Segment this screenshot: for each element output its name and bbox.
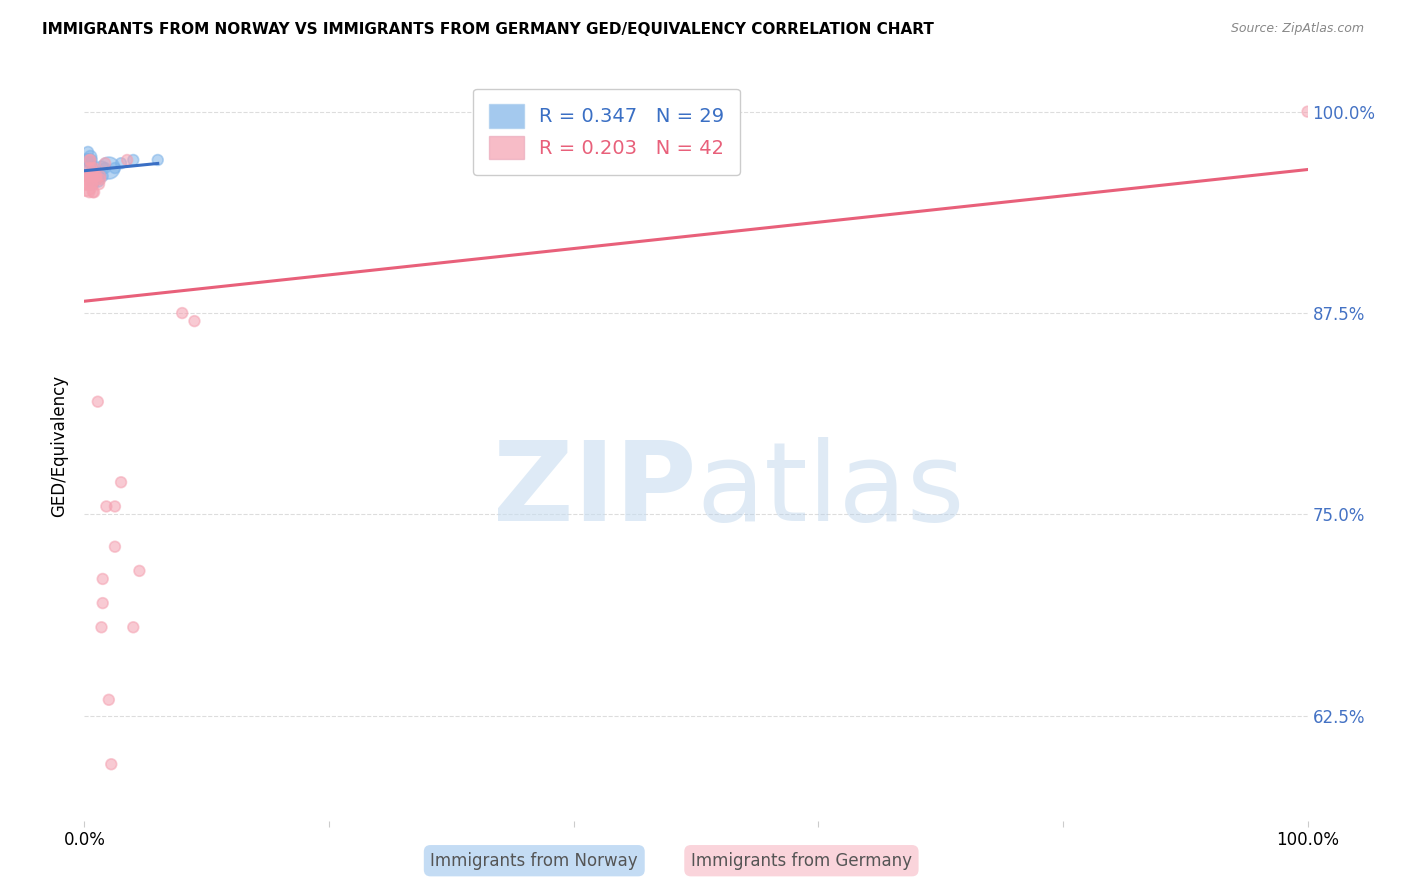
Point [104,161,127,175]
Point [91,596,114,610]
Point [94,156,117,170]
Point [80,153,103,167]
Point [80,164,103,178]
Point [76,153,98,167]
Y-axis label: GED/Equivalency: GED/Equivalency [51,375,69,517]
Point [80,169,103,183]
Point [91,169,114,183]
Point [77,177,100,191]
Point [172,306,194,320]
Point [115,153,138,167]
Point [100,757,122,772]
Point [110,156,132,170]
Point [75,177,97,191]
Point [83,161,105,175]
Point [96,500,118,514]
Point [97,161,120,175]
Point [76,169,98,183]
Point [82,185,104,199]
Point [80,161,103,175]
Point [87,177,110,191]
Point [79,169,101,183]
Point [122,620,145,634]
Point [86,172,108,186]
Text: Immigrants from Germany: Immigrants from Germany [690,852,912,870]
Point [82,169,104,183]
Point [104,540,127,554]
Point [80,177,103,191]
Point [84,169,107,183]
Point [86,169,108,183]
Point [79,153,101,167]
Text: IMMIGRANTS FROM NORWAY VS IMMIGRANTS FROM GERMANY GED/EQUIVALENCY CORRELATION CH: IMMIGRANTS FROM NORWAY VS IMMIGRANTS FRO… [42,22,934,37]
Point [77,169,100,183]
Point [87,169,110,183]
Point [80,169,103,183]
Point [77,161,100,175]
Point [90,620,112,634]
Text: Source: ZipAtlas.com: Source: ZipAtlas.com [1230,22,1364,36]
Point [89,172,111,186]
Point [79,161,101,175]
Point [77,153,100,167]
Point [75,169,97,183]
Point [77,145,100,159]
Point [77,169,100,183]
Point [1296,104,1319,119]
Text: Immigrants from Norway: Immigrants from Norway [430,852,638,870]
Point [77,185,100,199]
Text: ZIP: ZIP [492,437,696,544]
Point [146,153,169,167]
Point [91,572,114,586]
Point [79,177,101,191]
Legend: R = 0.347   N = 29, R = 0.203   N = 42: R = 0.347 N = 29, R = 0.203 N = 42 [474,88,740,175]
Point [86,169,108,183]
Point [84,169,107,183]
Point [83,164,105,178]
Point [77,153,100,167]
Point [89,169,111,183]
Point [77,153,100,167]
Point [87,174,110,188]
Point [79,156,101,170]
Text: atlas: atlas [696,437,965,544]
Point [87,394,110,409]
Point [104,500,127,514]
Point [79,150,101,164]
Point [128,564,150,578]
Point [94,161,117,175]
Point [97,693,120,707]
Point [76,177,98,191]
Point [89,169,111,183]
Point [110,475,132,490]
Point [83,185,105,199]
Point [90,161,112,175]
Point [82,177,104,191]
Point [82,169,104,183]
Point [183,314,205,328]
Point [122,153,145,167]
Point [86,172,108,186]
Point [83,169,105,183]
